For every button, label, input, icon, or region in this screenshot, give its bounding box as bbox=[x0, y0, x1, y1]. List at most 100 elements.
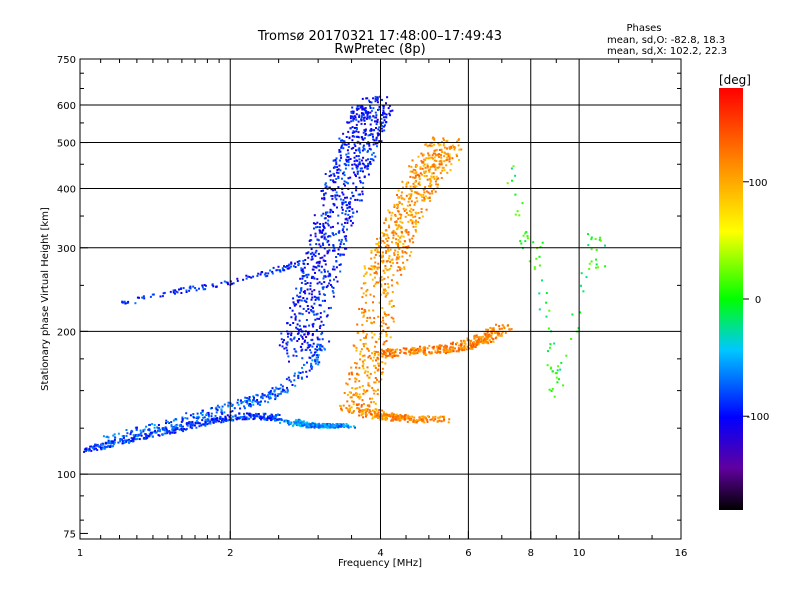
echo-point bbox=[231, 405, 233, 407]
echo-point bbox=[361, 354, 364, 357]
echo-point bbox=[352, 411, 355, 414]
echo-point bbox=[421, 173, 423, 176]
echo-point bbox=[335, 266, 338, 269]
echo-point bbox=[365, 389, 368, 392]
echo-point bbox=[342, 140, 345, 142]
echo-point bbox=[181, 419, 184, 422]
echo-point bbox=[372, 389, 375, 392]
echo-point bbox=[432, 172, 435, 175]
echo-point bbox=[299, 277, 302, 280]
echo-point bbox=[402, 245, 405, 248]
echo-point bbox=[198, 287, 200, 290]
echo-point bbox=[356, 198, 359, 201]
echo-point bbox=[313, 295, 316, 298]
echo-point bbox=[312, 253, 315, 256]
echo-point bbox=[475, 334, 478, 337]
echo-point bbox=[407, 231, 410, 234]
echo-point bbox=[316, 349, 319, 351]
echo-point bbox=[204, 424, 207, 427]
echo-point bbox=[271, 387, 274, 390]
echo-point bbox=[407, 416, 410, 418]
echo-point bbox=[320, 265, 323, 268]
echo-point bbox=[410, 165, 413, 168]
echo-point bbox=[361, 385, 364, 387]
echo-point bbox=[153, 426, 156, 429]
echo-point bbox=[218, 420, 220, 423]
echo-point bbox=[289, 307, 292, 309]
echo-point bbox=[414, 420, 417, 423]
echo-point bbox=[374, 142, 377, 145]
echo-point bbox=[372, 152, 375, 154]
echo-point bbox=[347, 213, 350, 216]
echo-point bbox=[145, 435, 147, 438]
echo-point bbox=[244, 396, 247, 399]
echo-point bbox=[264, 400, 267, 403]
echo-point bbox=[318, 361, 321, 364]
echo-point bbox=[348, 121, 351, 124]
echo-point bbox=[401, 221, 404, 224]
echo-point bbox=[108, 440, 111, 443]
echo-point bbox=[456, 140, 458, 143]
echo-point bbox=[332, 189, 335, 192]
echo-point bbox=[252, 415, 255, 418]
echo-point bbox=[191, 427, 194, 430]
echo-point bbox=[164, 426, 167, 429]
echo-point bbox=[409, 196, 412, 198]
echo-point bbox=[300, 287, 303, 290]
echo-point bbox=[149, 295, 152, 298]
echo-point bbox=[416, 200, 419, 203]
echo-point bbox=[362, 112, 364, 115]
echo-point bbox=[362, 138, 365, 141]
echo-point bbox=[130, 439, 133, 442]
echo-point bbox=[382, 316, 384, 319]
echo-point bbox=[433, 156, 436, 159]
echo-point bbox=[362, 392, 365, 395]
echo-point bbox=[425, 157, 428, 160]
echo-point bbox=[378, 245, 381, 248]
echo-point bbox=[196, 416, 199, 419]
echo-point bbox=[595, 266, 598, 269]
echo-point bbox=[361, 105, 364, 108]
echo-point bbox=[384, 265, 387, 267]
echo-point bbox=[407, 245, 410, 248]
echo-point bbox=[423, 175, 426, 177]
echo-point bbox=[293, 304, 296, 307]
echo-point bbox=[466, 339, 469, 342]
echo-point bbox=[374, 367, 377, 369]
echo-point bbox=[84, 448, 87, 450]
echo-point bbox=[383, 277, 386, 280]
echo-point bbox=[380, 293, 383, 296]
echo-point bbox=[260, 271, 263, 274]
echo-point bbox=[293, 302, 296, 305]
echo-point bbox=[362, 282, 365, 285]
echo-point bbox=[366, 115, 369, 118]
echo-point bbox=[374, 402, 377, 405]
echo-point bbox=[392, 234, 395, 237]
echo-point bbox=[225, 418, 228, 421]
echo-point bbox=[292, 297, 295, 300]
echo-point bbox=[431, 137, 434, 140]
echo-point bbox=[310, 309, 313, 312]
echo-point bbox=[305, 425, 308, 427]
echo-point bbox=[365, 97, 368, 100]
echo-point bbox=[276, 394, 279, 397]
echo-point bbox=[323, 233, 326, 236]
echo-point bbox=[362, 274, 365, 277]
echo-point bbox=[313, 302, 316, 305]
echo-point bbox=[368, 144, 371, 147]
echo-point bbox=[335, 191, 338, 194]
echo-point bbox=[323, 347, 326, 350]
echo-point bbox=[391, 356, 394, 359]
echo-point bbox=[394, 413, 397, 416]
echo-point bbox=[438, 166, 441, 169]
echo-point bbox=[338, 423, 341, 425]
echo-point bbox=[372, 159, 375, 162]
echo-point bbox=[457, 144, 460, 147]
echo-point bbox=[92, 447, 95, 450]
echo-point bbox=[436, 345, 438, 348]
echo-point bbox=[336, 222, 339, 225]
echo-point bbox=[374, 364, 377, 367]
echo-point bbox=[234, 417, 237, 420]
echo-point bbox=[390, 419, 393, 422]
echo-point bbox=[368, 385, 371, 388]
